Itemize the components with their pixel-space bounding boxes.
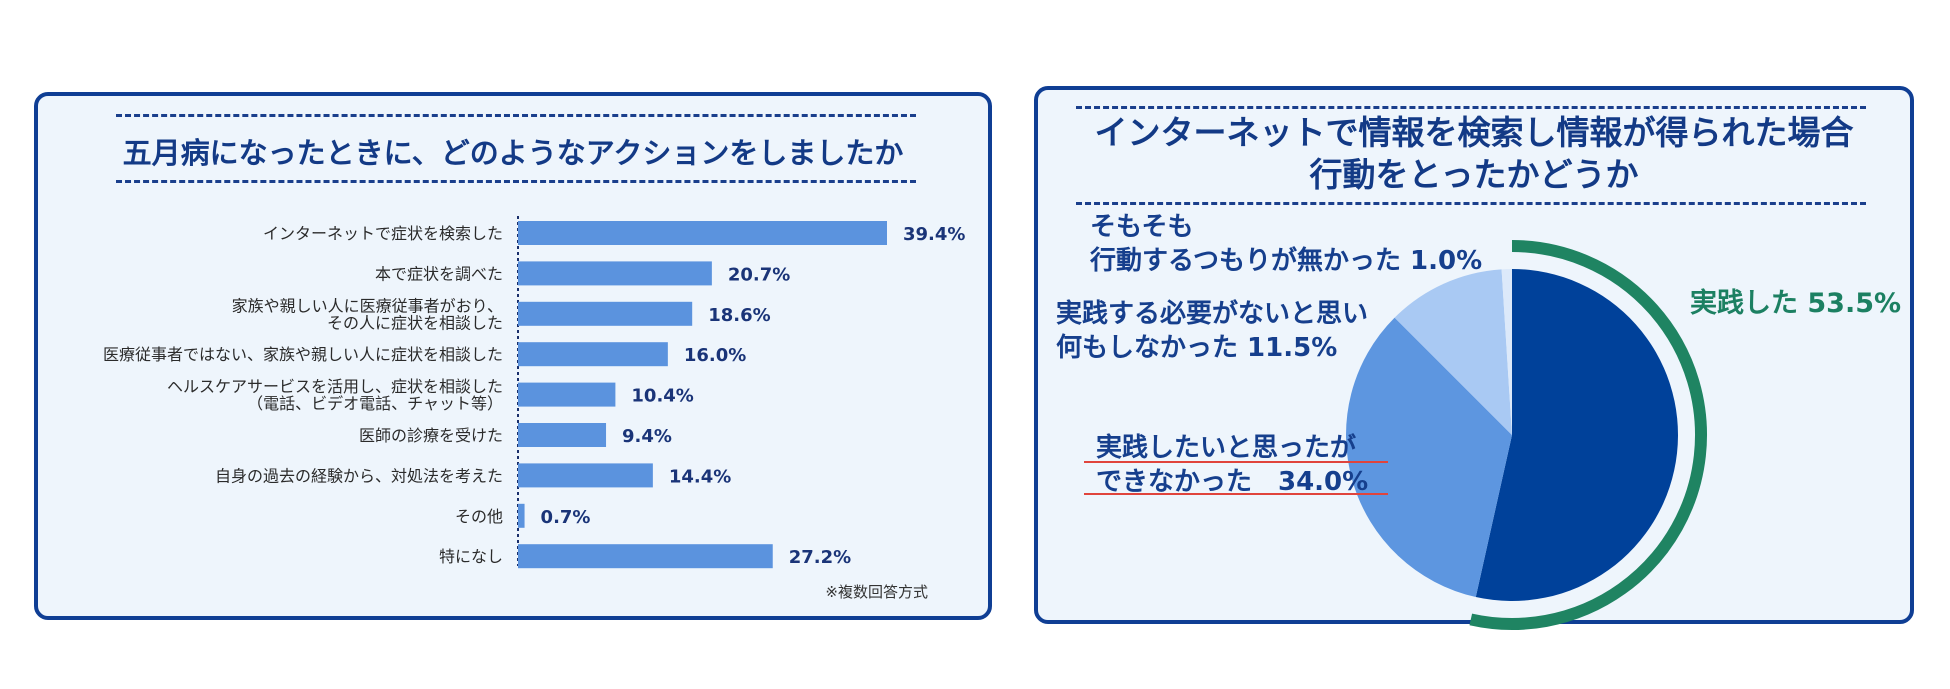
bar-3 xyxy=(518,301,693,326)
highlight-arc xyxy=(1469,240,1707,630)
category-label-1: インターネットで症状を検索した xyxy=(263,224,503,243)
category-label-9: 特になし xyxy=(439,547,503,566)
slice-label-2: 実践したいと思ったができなかった 34.0% xyxy=(1096,432,1368,497)
pie-chart-panel: インターネットで情報を検索し情報が得られた場合 行動をとったかどうか 実践した … xyxy=(1034,86,1914,630)
bar-8 xyxy=(518,503,525,528)
title-divider-top xyxy=(1076,106,1866,109)
footnote: ※複数回答方式 xyxy=(825,583,928,601)
pie-title-line-2: 行動をとったかどうか xyxy=(1309,155,1639,194)
value-label-5: 10.4% xyxy=(631,386,693,407)
category-label-4: 医療従事者ではない、家族や親しい人に症状を相談した xyxy=(103,345,503,364)
value-label-6: 9.4% xyxy=(622,426,672,447)
category-label-6: 医師の診療を受けた xyxy=(359,426,503,445)
bar-chart: インターネットで症状を検索した 39.4% 本で症状を調べた 20.7% 家族や親しい人… xyxy=(103,216,965,569)
category-label-8: その他 xyxy=(455,507,503,526)
title-divider-bottom xyxy=(116,180,916,183)
value-label-1: 39.4% xyxy=(903,224,965,245)
pie-slice-3 xyxy=(1394,269,1512,435)
category-label-3: 家族や親しい人に医療従事者がおり、その人に症状を相談した xyxy=(232,296,503,332)
category-label-2: 本で症状を調べた xyxy=(375,264,503,283)
bar-9 xyxy=(518,544,773,569)
value-label-3: 18.6% xyxy=(708,305,770,326)
bar-4 xyxy=(518,342,668,367)
pie-slice-2 xyxy=(1346,317,1512,598)
bar-5 xyxy=(518,382,616,407)
category-label-5: ヘルスケアサービスを活用し、症状を相談した（電話、ビデオ電話、チャット等） xyxy=(167,377,503,413)
title-divider-bottom xyxy=(1076,202,1866,205)
bar-7 xyxy=(518,463,653,488)
bar-chart-title: 五月病になったときに、どのようなアクションをしましたか xyxy=(122,136,904,170)
category-label-7: 自身の過去の経験から、対処法を考えた xyxy=(215,466,503,485)
pie-title-line-1: インターネットで情報を検索し情報が得られた場合 xyxy=(1094,113,1854,152)
pie-chart-title: インターネットで情報を検索し情報が得られた場合 行動をとったかどうか xyxy=(1038,112,1910,196)
slice-label-1: 実践した 53.5% xyxy=(1690,287,1901,319)
slice-label-3: 実践する必要がないと思い何もしなかった 11.5% xyxy=(1056,298,1368,363)
bar-1 xyxy=(518,221,887,245)
slice-label-4: そもそも行動するつもりが無かった 1.0% xyxy=(1089,212,1482,276)
bar-6 xyxy=(518,423,607,447)
bar-chart-panel: 五月病になったときに、どのようなアクションをしましたか インターネットで症状を検… xyxy=(34,92,992,620)
pie-slice-1 xyxy=(1475,269,1678,601)
value-label-7: 14.4% xyxy=(669,466,731,487)
value-label-4: 16.0% xyxy=(684,345,746,366)
bar-2 xyxy=(518,261,712,286)
title-divider-top xyxy=(116,114,916,117)
value-label-8: 0.7% xyxy=(541,507,591,528)
value-label-9: 27.2% xyxy=(789,547,851,568)
pie-slice-4 xyxy=(1501,269,1512,435)
pie-chart: 実践した 53.5% 実践したいと思ったができなかった 34.0% 実践する必要がな… xyxy=(1056,212,1901,630)
value-label-2: 20.7% xyxy=(728,264,790,285)
